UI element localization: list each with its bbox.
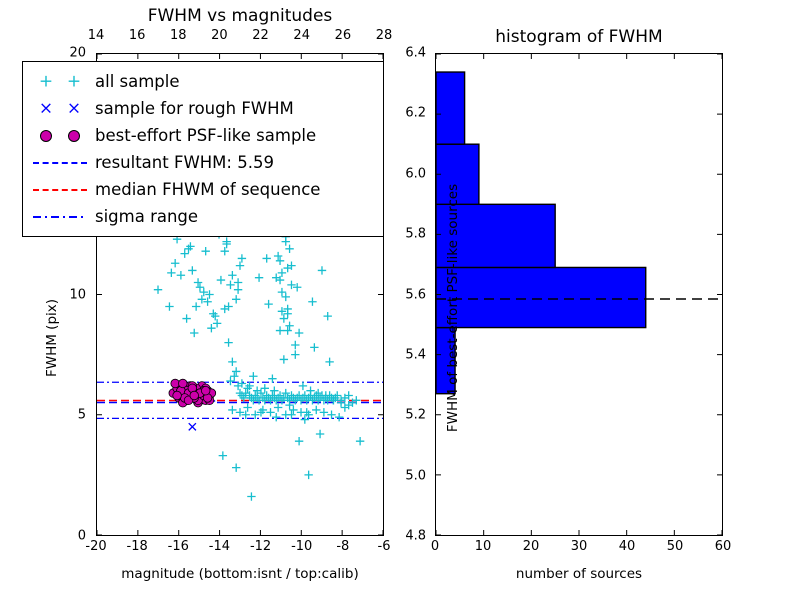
- axis-tick-label: 60: [714, 539, 732, 554]
- axis-tick-label: -14: [208, 539, 231, 554]
- right-chart-title: histogram of FWHM: [495, 27, 663, 47]
- axis-tick-label: 5.8: [405, 226, 426, 242]
- left-x-axis-label: magnitude (bottom:isnt / top:calib): [121, 566, 359, 582]
- legend-marker: [31, 126, 89, 146]
- axis-tick-label: 4.8: [405, 528, 426, 544]
- legend-marker: + +: [31, 72, 89, 92]
- histogram-plot: [435, 53, 723, 536]
- circle-icon: [68, 129, 80, 142]
- left-bottom-axis-ticks: -20 -18 -16 -14 -12 -10 -8 -6: [85, 539, 390, 557]
- axis-tick-label: -8: [336, 539, 350, 554]
- axis-tick-label: 24: [293, 28, 310, 43]
- axis-tick-label: 10: [474, 539, 492, 554]
- axis-tick-label: 28: [375, 28, 393, 43]
- axis-tick-label: 5.4: [405, 347, 426, 363]
- axis-tick-label: 14: [87, 28, 105, 43]
- axis-tick-label: 20: [211, 28, 228, 43]
- axis-tick-label: 5.0: [405, 468, 426, 484]
- axis-tick-label: -20: [85, 539, 107, 554]
- plus-icon: +: [38, 71, 54, 91]
- legend-item: × × sample for rough FWHM: [31, 95, 375, 122]
- axis-tick-label: 5.6: [405, 287, 426, 302]
- axis-tick-label: -12: [249, 539, 272, 554]
- right-y-axis-ticks: 4.8 5.0 5.2 5.4 5.6 5.8 6.0 6.2 6.4: [380, 46, 432, 544]
- legend-item: resultant FWHM: 5.59: [31, 149, 375, 176]
- axis-tick-label: 20: [69, 45, 86, 61]
- axis-tick-label: 18: [170, 28, 187, 43]
- cross-icon: ×: [38, 98, 54, 118]
- legend-item: sigma range: [31, 203, 375, 230]
- legend-marker: [31, 153, 89, 173]
- legend-item: median FHWM of sequence: [31, 176, 375, 203]
- legend-label: sample for rough FWHM: [95, 99, 294, 118]
- legend-label: best-effort PSF-like sample: [95, 126, 317, 145]
- right-x-axis-label: number of sources: [515, 566, 643, 582]
- left-top-axis-ticks: 14 16 18 20 22 24 26 28: [88, 28, 393, 46]
- dashdot-line-icon: [33, 215, 87, 218]
- legend-marker: [31, 207, 89, 227]
- axis-tick-label: 20: [522, 539, 540, 554]
- legend-item: best-effort PSF-like sample: [31, 122, 375, 149]
- axis-tick-label: 6.0: [405, 166, 426, 182]
- axis-tick-label: 22: [252, 28, 269, 43]
- legend-item: + + all sample: [31, 68, 375, 95]
- axis-tick-label: 5.2: [405, 407, 426, 423]
- axis-tick-label: -18: [126, 539, 148, 554]
- legend: + + all sample × × sample for rough FWHM best-…: [22, 61, 384, 237]
- axis-tick-label: 26: [334, 28, 352, 43]
- scatter-canvas: [97, 54, 383, 535]
- axis-tick-label: 6.4: [405, 45, 426, 61]
- axis-tick-label: 16: [128, 28, 146, 43]
- dashed-line-icon: [33, 188, 87, 191]
- legend-label: all sample: [95, 72, 180, 91]
- legend-label: sigma range: [95, 207, 199, 226]
- dashed-line-icon: [33, 161, 87, 164]
- left-y-axis-label: FWHM (pix): [44, 298, 60, 378]
- axis-tick-label: -16: [167, 539, 189, 554]
- legend-marker: [31, 180, 89, 200]
- legend-label: median FHWM of sequence: [95, 180, 321, 199]
- legend-marker: × ×: [31, 99, 89, 119]
- axis-tick-label: 5: [77, 407, 86, 423]
- axis-tick-label: -10: [291, 539, 313, 554]
- axis-tick-label: -6: [377, 539, 391, 554]
- right-y-axis-label: FWHM of best-effort PSF-like sources: [445, 183, 461, 433]
- cross-icon: ×: [66, 98, 82, 118]
- plus-icon: +: [66, 71, 82, 91]
- right-x-axis-ticks: 0 10 20 30 40 50 60: [431, 539, 731, 557]
- axis-tick-label: 0: [430, 539, 440, 554]
- legend-label: resultant FWHM: 5.59: [95, 153, 274, 172]
- left-chart-title: FWHM vs magnitudes: [147, 6, 333, 26]
- circle-icon: [40, 129, 52, 142]
- axis-tick-label: 10: [69, 287, 86, 302]
- axis-tick-label: 50: [666, 539, 684, 554]
- axis-tick-label: 40: [618, 539, 636, 554]
- axis-tick-label: 6.2: [405, 105, 426, 121]
- axis-tick-label: 0: [77, 528, 86, 544]
- histogram-canvas: [436, 54, 722, 535]
- axis-tick-label: 30: [570, 539, 588, 554]
